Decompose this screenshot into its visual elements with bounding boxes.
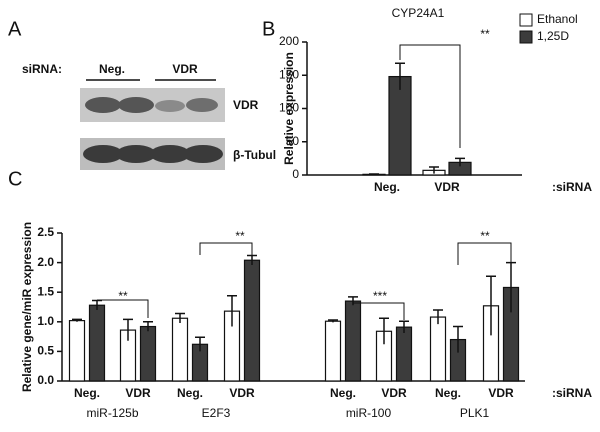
significance-bracket <box>399 44 461 148</box>
x-tick-label: VDR <box>488 386 514 400</box>
error-bar <box>429 166 439 174</box>
error-bar <box>195 336 205 352</box>
group-label: miR-100 <box>346 406 392 420</box>
error-bar <box>395 62 405 90</box>
x-suffix: :siRNA <box>552 386 592 400</box>
significance-bracket <box>457 242 512 265</box>
x-tick-label: Neg. <box>177 386 203 400</box>
error-bar <box>72 318 82 322</box>
bar <box>395 326 413 382</box>
bar <box>243 259 261 382</box>
error-bar <box>379 317 389 345</box>
y-axis-label: Relative expression <box>282 52 296 165</box>
significance-label: ** <box>480 27 490 41</box>
error-bar <box>369 173 379 175</box>
y-tick-label: 50 <box>286 134 300 148</box>
x-tick-label: Neg. <box>330 386 356 400</box>
significance-label: ** <box>235 229 245 243</box>
bar <box>68 320 86 382</box>
error-bar <box>328 319 338 323</box>
x-tick-label: VDR <box>434 180 460 194</box>
legend-label: Ethanol <box>537 12 578 26</box>
group-label: E2F3 <box>202 406 231 420</box>
error-bar <box>399 320 409 334</box>
band-label: VDR <box>233 98 259 112</box>
significance-label: *** <box>373 289 387 303</box>
error-bar <box>455 157 465 167</box>
band-label: β-Tubul <box>233 148 276 162</box>
y-tick-label: 0 <box>292 167 299 181</box>
y-tick-label: 150 <box>279 67 299 81</box>
legend-swatch <box>519 30 533 44</box>
error-bar <box>143 321 153 332</box>
bar <box>88 304 106 382</box>
error-bar <box>175 312 185 323</box>
lane-label: VDR <box>172 62 198 76</box>
significance-bracket <box>353 302 405 320</box>
error-bar <box>123 318 133 341</box>
bar <box>171 317 189 382</box>
significance-label: ** <box>480 229 490 243</box>
bar <box>139 325 157 382</box>
error-bar <box>247 254 257 265</box>
group-label: miR-125b <box>86 406 138 420</box>
significance-label: ** <box>118 289 128 303</box>
x-tick-label: VDR <box>381 386 407 400</box>
y-tick-label: 100 <box>279 101 299 115</box>
panel-label: C <box>8 168 22 190</box>
x-tick-label: Neg. <box>374 180 400 194</box>
y-tick-label: 2.5 <box>37 225 54 239</box>
group-label: PLK1 <box>460 406 490 420</box>
x-tick-label: Neg. <box>74 386 100 400</box>
significance-bracket <box>97 299 149 318</box>
y-tick-label: 0.0 <box>37 373 54 387</box>
blot <box>80 88 225 170</box>
bar <box>429 316 447 382</box>
significance-bracket <box>199 242 253 255</box>
error-bar <box>348 296 358 306</box>
lane-label: Neg. <box>99 62 125 76</box>
y-tick-label: 1.0 <box>37 314 54 328</box>
bar <box>344 300 362 382</box>
error-bar <box>486 275 496 336</box>
error-bar <box>433 309 443 325</box>
chart-title: CYP24A1 <box>392 6 445 20</box>
panel-label: B <box>262 18 275 40</box>
x-tick-label: Neg. <box>435 386 461 400</box>
y-axis-label: Relative gene/miR expression <box>20 222 34 392</box>
legend-label: 1,25D <box>537 29 569 43</box>
legend-swatch <box>519 13 533 27</box>
y-tick-label: 1.5 <box>37 284 54 298</box>
bar <box>324 320 342 382</box>
bar <box>388 75 412 176</box>
panel-label: A <box>8 18 22 40</box>
y-tick-label: 0.5 <box>37 344 54 358</box>
error-bar <box>453 325 463 353</box>
y-tick-label: 2.0 <box>37 255 54 269</box>
error-bar <box>227 295 237 327</box>
x-suffix: :siRNA <box>552 180 592 194</box>
x-tick-label: VDR <box>229 386 255 400</box>
x-tick-label: VDR <box>125 386 151 400</box>
y-tick-label: 200 <box>279 34 299 48</box>
siRNA-label: siRNA: <box>22 62 62 76</box>
